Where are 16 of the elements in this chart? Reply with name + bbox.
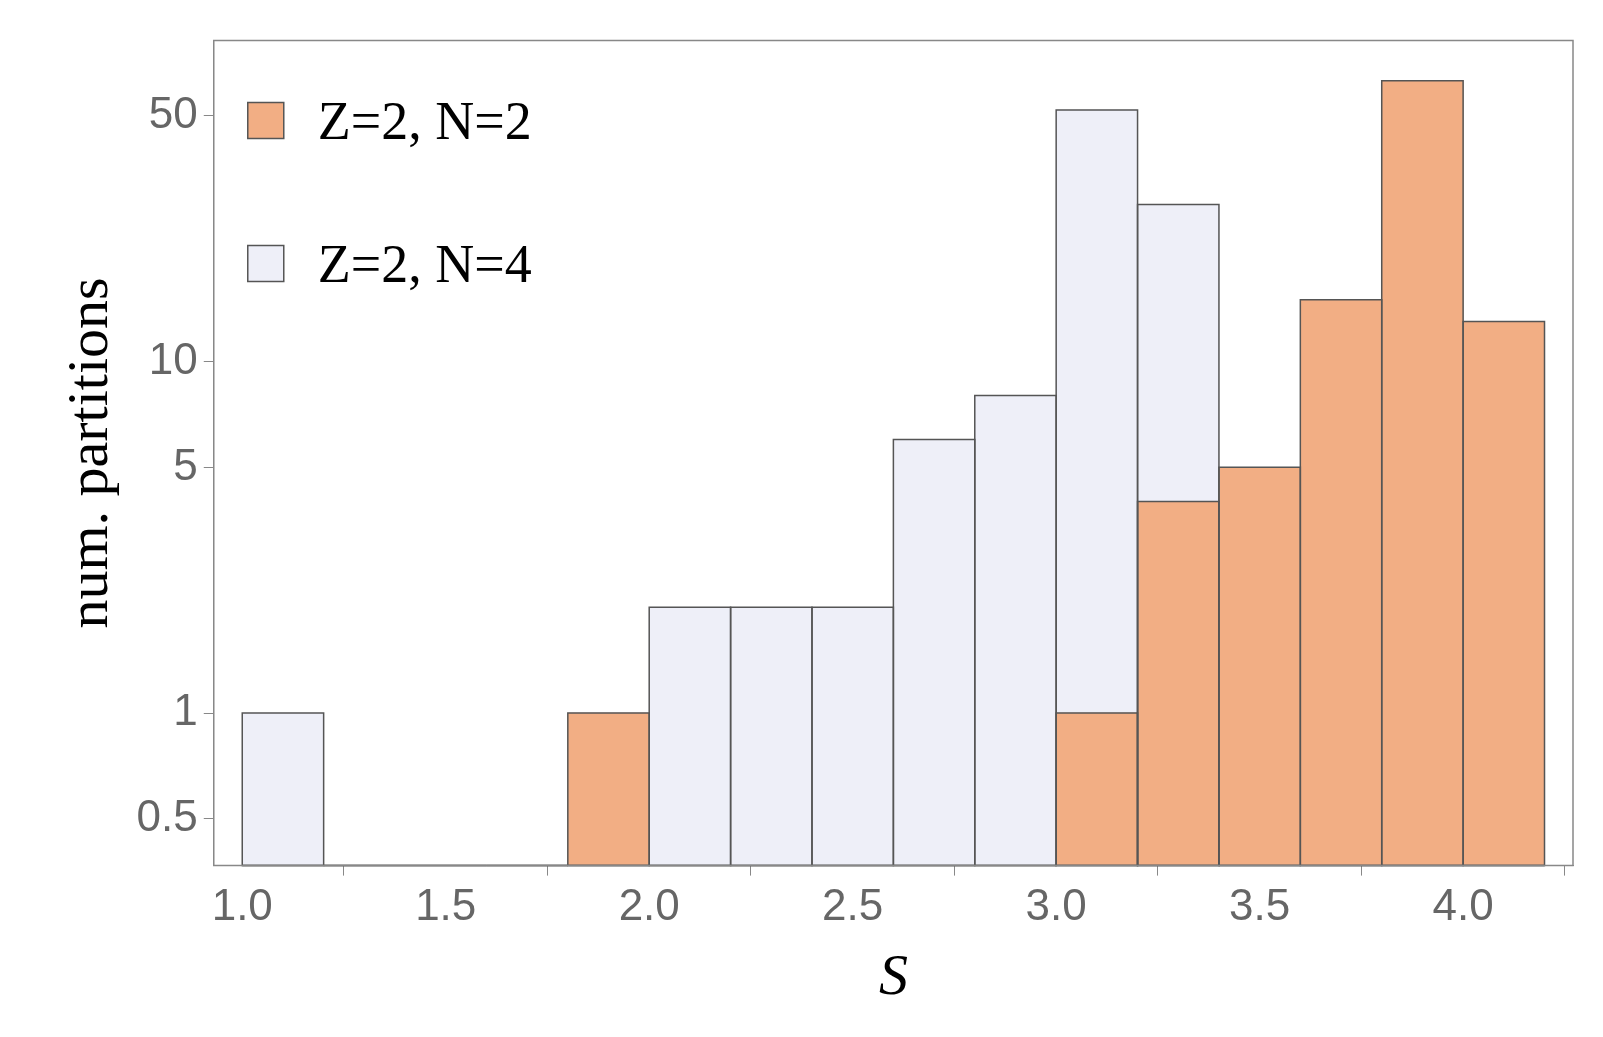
- legend-label: Z=2, N=2: [317, 90, 532, 151]
- y-tick-label: 10: [148, 333, 198, 383]
- x-tick-label: 3.0: [1025, 880, 1087, 930]
- x-tick-label: 1.0: [211, 880, 273, 930]
- y-tick-label: 0.5: [136, 790, 198, 840]
- y-tick-label: 50: [148, 88, 198, 138]
- legend-label: Z=2, N=4: [317, 233, 532, 294]
- x-tick-label: 2.5: [822, 880, 884, 930]
- x-tick-label: 1.5: [415, 880, 477, 930]
- y-axis-title: num. partitions: [55, 277, 121, 629]
- y-tick-label: 1: [173, 685, 198, 735]
- x-axis-title: S: [878, 942, 908, 1008]
- x-tick-label: 3.5: [1229, 880, 1291, 930]
- x-tick-label: 4.0: [1432, 880, 1494, 930]
- y-tick-label: 5: [173, 439, 198, 489]
- x-tick-label: 2.0: [618, 880, 680, 930]
